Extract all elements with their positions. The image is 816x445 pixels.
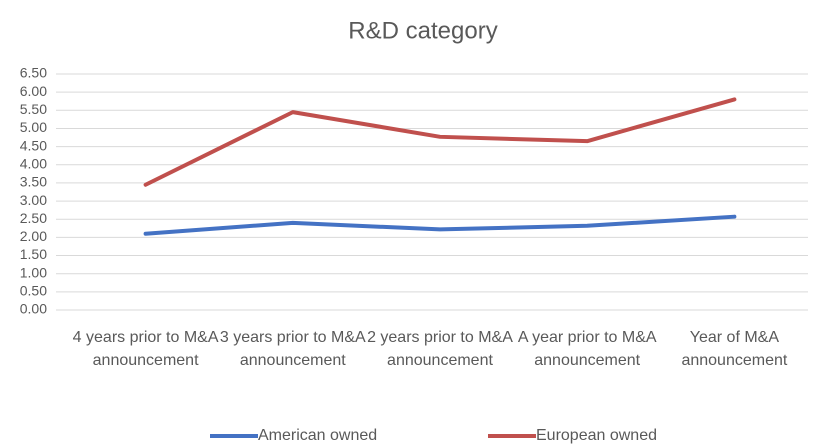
x-tick-label: 2 years prior to M&A announcement (367, 329, 513, 369)
y-tick-label: 5.00 (20, 119, 47, 135)
y-tick-label: 1.00 (20, 264, 47, 280)
y-tick-label: 1.50 (20, 246, 47, 262)
x-tick-label: 4 years prior to M&A announcement (72, 329, 219, 369)
y-tick-label: 4.00 (20, 155, 47, 171)
y-tick-label: 6.50 (20, 65, 47, 81)
legend-label: American owned (258, 427, 377, 444)
x-tick-label: 3 years prior to M&A announcement (219, 329, 366, 369)
y-tick-label: 4.50 (20, 137, 47, 153)
x-tick-label: A year prior to M&A announcement (517, 329, 657, 369)
y-tick-label: 2.50 (20, 210, 47, 226)
x-tick-label: Year of M&A announcement (681, 329, 788, 369)
chart-title: R&D category (348, 17, 497, 44)
y-tick-label: 0.00 (20, 301, 47, 317)
y-tick-label: 3.50 (20, 174, 47, 190)
line-series (143, 97, 737, 187)
y-tick-label: 6.00 (20, 83, 47, 99)
legend-label: European owned (536, 427, 657, 444)
y-tick-label: 3.00 (20, 192, 47, 208)
y-tick-label: 5.50 (20, 101, 47, 117)
line-series (143, 214, 737, 236)
y-tick-label: 0.50 (20, 283, 47, 299)
y-tick-label: 2.00 (20, 228, 47, 244)
